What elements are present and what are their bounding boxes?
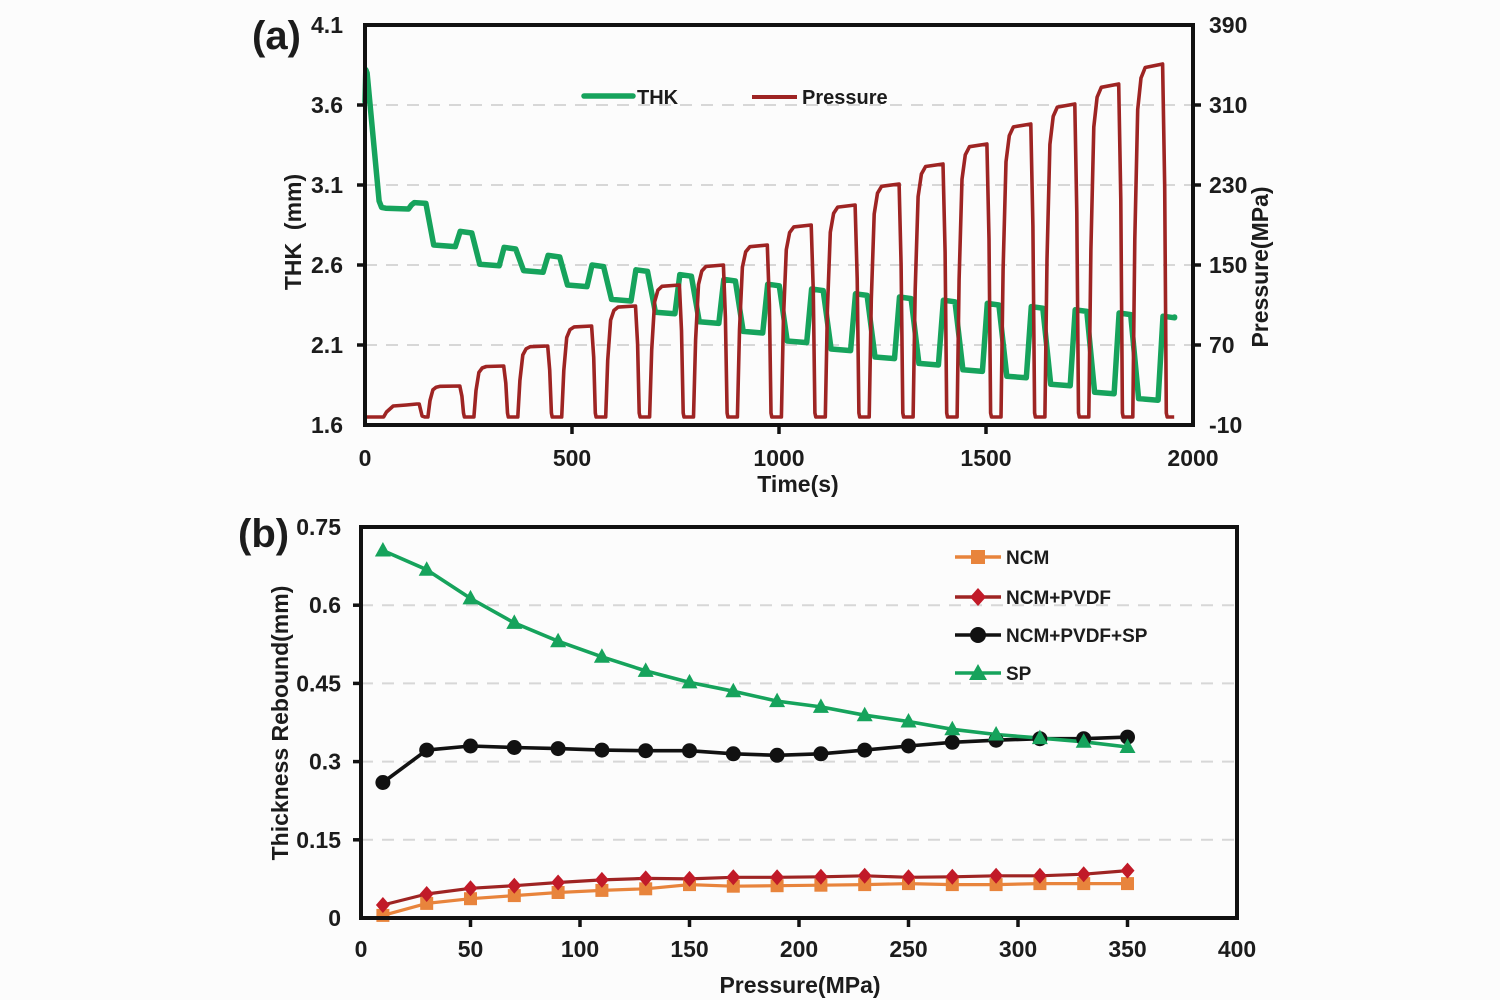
svg-text:Pressure(MPa): Pressure(MPa) — [719, 972, 880, 998]
svg-text:(b): (b) — [238, 512, 289, 556]
svg-text:1.6: 1.6 — [311, 412, 343, 438]
svg-text:3.6: 3.6 — [311, 92, 343, 118]
svg-text:Thickness Rebound(mm): Thickness Rebound(mm) — [267, 586, 293, 861]
svg-text:50: 50 — [458, 936, 484, 962]
svg-text:390: 390 — [1209, 12, 1247, 38]
svg-text:230: 230 — [1209, 172, 1247, 198]
svg-text:3.1: 3.1 — [311, 172, 343, 198]
svg-text:250: 250 — [889, 936, 927, 962]
svg-text:Pressure: Pressure — [802, 87, 888, 109]
svg-text:1000: 1000 — [753, 445, 804, 471]
svg-text:SP: SP — [1006, 664, 1032, 685]
svg-text:4.1: 4.1 — [311, 12, 343, 38]
svg-text:NCM: NCM — [1006, 548, 1049, 569]
svg-text:400: 400 — [1218, 936, 1256, 962]
svg-text:310: 310 — [1209, 92, 1247, 118]
svg-text:300: 300 — [999, 936, 1037, 962]
svg-text:200: 200 — [780, 936, 818, 962]
svg-text:0.75: 0.75 — [296, 514, 341, 540]
svg-text:NCM+PVDF: NCM+PVDF — [1006, 588, 1111, 609]
svg-text:100: 100 — [561, 936, 599, 962]
svg-text:NCM+PVDF+SP: NCM+PVDF+SP — [1006, 626, 1148, 647]
svg-text:Pressure(MPa): Pressure(MPa) — [1247, 186, 1273, 347]
svg-text:2.6: 2.6 — [311, 252, 343, 278]
svg-text:1500: 1500 — [960, 445, 1011, 471]
svg-text:150: 150 — [670, 936, 708, 962]
svg-text:0.3: 0.3 — [309, 749, 341, 775]
svg-text:0.45: 0.45 — [296, 670, 341, 696]
svg-text:2.1: 2.1 — [311, 332, 343, 358]
svg-text:0.15: 0.15 — [296, 827, 341, 853]
svg-text:150: 150 — [1209, 252, 1247, 278]
svg-text:350: 350 — [1108, 936, 1146, 962]
svg-text:0: 0 — [328, 905, 341, 931]
svg-text:0: 0 — [359, 445, 372, 471]
svg-text:500: 500 — [553, 445, 591, 471]
svg-text:THK: THK — [637, 87, 679, 109]
svg-text:-10: -10 — [1209, 412, 1242, 438]
svg-text:Time(s): Time(s) — [757, 471, 838, 497]
svg-text:THK (mm): THK (mm) — [280, 174, 306, 290]
svg-text:0.6: 0.6 — [309, 592, 341, 618]
svg-text:(a): (a) — [252, 14, 301, 58]
svg-text:0: 0 — [355, 936, 368, 962]
svg-text:70: 70 — [1209, 332, 1235, 358]
svg-text:2000: 2000 — [1167, 445, 1218, 471]
